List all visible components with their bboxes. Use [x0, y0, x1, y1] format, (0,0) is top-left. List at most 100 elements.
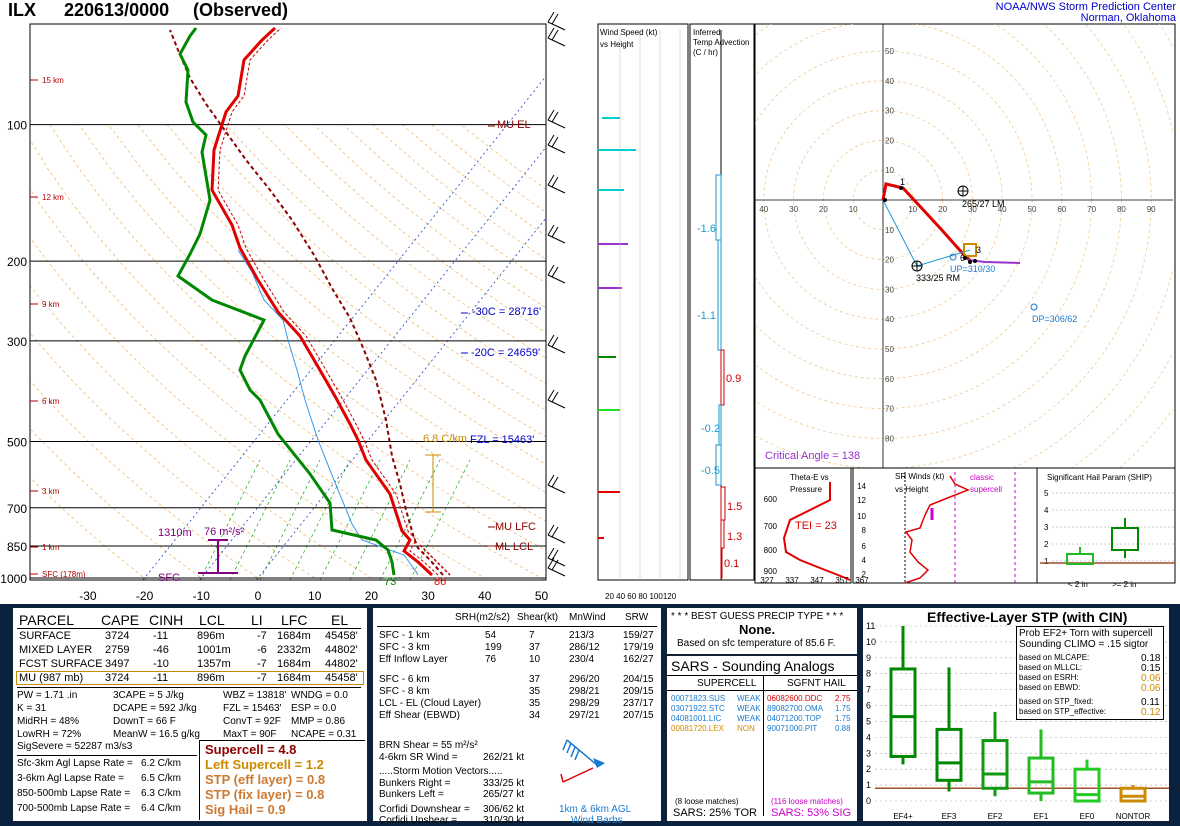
index-cell: MMP = 0.86 [291, 716, 346, 727]
temp-tick: 20 [365, 589, 379, 603]
parcel-cell: 44802' [325, 658, 358, 670]
sigsevere: SigSevere = 52287 m3/s3 [17, 741, 133, 752]
lapse-cell: 6.2 C/km [141, 758, 182, 769]
wind-barb-flag [551, 476, 559, 488]
mixing-ratio-line [379, 459, 441, 580]
parcel-panel: PARCEL CAPE CINH LCL LI LFC EL SURFACE 3724 -11 8… [12, 607, 368, 822]
wind-speed-bars [598, 30, 681, 580]
sr-title2: vs Height [895, 485, 929, 494]
stp-y-tick: 11 [866, 621, 875, 631]
wind-barb [547, 119, 566, 129]
parcel-col-header: EL [331, 612, 349, 628]
station-id: ILX [8, 0, 37, 20]
precip-title: * * * BEST GUESS PRECIP TYPE * * * [671, 611, 844, 622]
parcel-cell: MIXED LAYER [19, 644, 93, 656]
parcel-col-header: CAPE [101, 612, 140, 628]
dry-adiabat [30, 284, 376, 580]
wind-barb [547, 21, 566, 31]
dry-adiabat [30, 428, 205, 580]
mixing-ratio-line [289, 459, 351, 580]
parcel-cell: 1684m [277, 658, 311, 670]
temp-tick: -20 [136, 589, 154, 603]
sars-panel: SARS - Sounding Analogs SUPERCELL SGFNT … [666, 655, 858, 822]
theta-p-tick: 800 [764, 546, 778, 555]
parcel-cell: -6 [257, 644, 267, 656]
dp-marker [1030, 303, 1038, 311]
advect-val-4: -0.2 [701, 423, 720, 435]
pressure-tick: 1000 [0, 572, 27, 586]
lapse-cell: 700-500mb Lapse Rate = [17, 803, 131, 814]
hodo-up: UP=310/30 [950, 264, 996, 274]
hodo-ring-label: 50 [885, 47, 894, 56]
hodo-ring-label: 10 [849, 205, 858, 214]
hodo-dot [899, 186, 903, 190]
mini-barbs [560, 739, 605, 783]
hodo-ring-label: 40 [885, 315, 894, 324]
lapse-label: 6.8 C/km [423, 433, 468, 445]
wind-barb-flag [547, 557, 555, 569]
hodo-ring-label: 20 [819, 205, 828, 214]
stp-panel: Effective-Layer STP (with CIN) 11 10 9 8 7 6 5… [862, 607, 1170, 822]
dewpoint-profile [176, 27, 396, 576]
lapse-divider [17, 755, 197, 756]
bottom-section: PARCEL CAPE CINH LCL LI LFC EL SURFACE 3724 -11 8… [0, 604, 1180, 826]
theta-p-tick: 600 [764, 495, 778, 504]
hodo-ring-label: 30 [885, 107, 894, 116]
sars-supercell-entry: 00071823.SUS [671, 694, 726, 703]
ship-y-tick: 2 [1044, 540, 1049, 549]
stp-y-tick: 8 [866, 669, 871, 679]
sr-y-tick: 12 [857, 496, 866, 505]
mixing-ratio-line [199, 459, 261, 580]
ship-x1: < 2 in [1068, 580, 1088, 589]
stp-based-entry: based on MLLCL: [1019, 663, 1083, 672]
kinematics-cell: SFC - 6 km [379, 674, 430, 685]
kinematics-cell: 7 [529, 630, 535, 641]
m30-label: -30C = 28716' [472, 306, 542, 318]
index-cell: DCAPE = 592 J/kg [113, 703, 197, 714]
skewt-profiles [169, 26, 451, 577]
parcel-cell: 1357m [197, 658, 231, 670]
ml-lcl-label: ML LCL [495, 541, 534, 553]
td-sfc-label: 73 [384, 576, 397, 588]
hodo-ring-label: 40 [998, 205, 1007, 214]
isotherm [199, 146, 546, 580]
lapse-cell: 6.4 C/km [141, 803, 182, 814]
kinematics-cell: 35 [529, 686, 541, 697]
hodo-ring-label: 90 [1147, 205, 1156, 214]
corfidi-down-value: 306/62 kt [483, 804, 525, 815]
lapse-cell: 6.3 C/km [141, 788, 182, 799]
stp-prob2: Sounding CLIMO = .15 sigtor [1019, 639, 1149, 650]
parcel-rows: SURFACE 3724 -11 896m -7 1684m 45458' MIXED LAY… [19, 630, 363, 686]
kinematics-cell: 76 [485, 654, 497, 665]
advect-val-2: -1.1 [697, 310, 716, 322]
stp-based-entry: 0.11 [1141, 697, 1160, 708]
mixing-ratio-line [229, 459, 291, 580]
temp-tick: 0 [255, 589, 262, 603]
stp-y-tick: 9 [866, 653, 871, 663]
sr-wind-value: 262/21 kt [483, 752, 525, 763]
stp-based-entry: 0.12 [1141, 707, 1161, 718]
hodo-ring-label: 80 [885, 434, 894, 443]
precip-note: Based on sfc temperature of 85.6 F. [677, 638, 836, 649]
pressure-tick: 100 [7, 119, 27, 133]
parcel-cell: 1684m [277, 672, 311, 684]
hodo-trace [881, 182, 973, 264]
motion-title: .....Storm Motion Vectors..... [379, 766, 503, 777]
kinematics-col-header: SRW [625, 612, 649, 623]
kinematics-cell: 237/17 [623, 698, 654, 709]
composite-param: Left Supercell = 1.2 [205, 757, 324, 772]
hodo-ring-label: 10 [908, 205, 917, 214]
pressure-tick: 850 [7, 540, 27, 554]
dry-adiabat [30, 139, 546, 580]
stp-y-tick: 5 [866, 716, 871, 726]
kinematics-cell: 204/15 [623, 674, 654, 685]
ship-chart: 5 4 3 2 1 [1040, 489, 1175, 566]
bunkers-left-value: 265/27 kt [483, 789, 525, 800]
parcel-cell: -46 [153, 644, 169, 656]
dry-adiabat [108, 124, 546, 493]
sr-y-tick: 10 [857, 512, 866, 521]
stp-y-tick: 10 [866, 637, 876, 647]
hodo-ring-label: 80 [1117, 205, 1126, 214]
dry-adiabat [342, 124, 546, 284]
sars-supercell-entry: NON [737, 724, 755, 733]
